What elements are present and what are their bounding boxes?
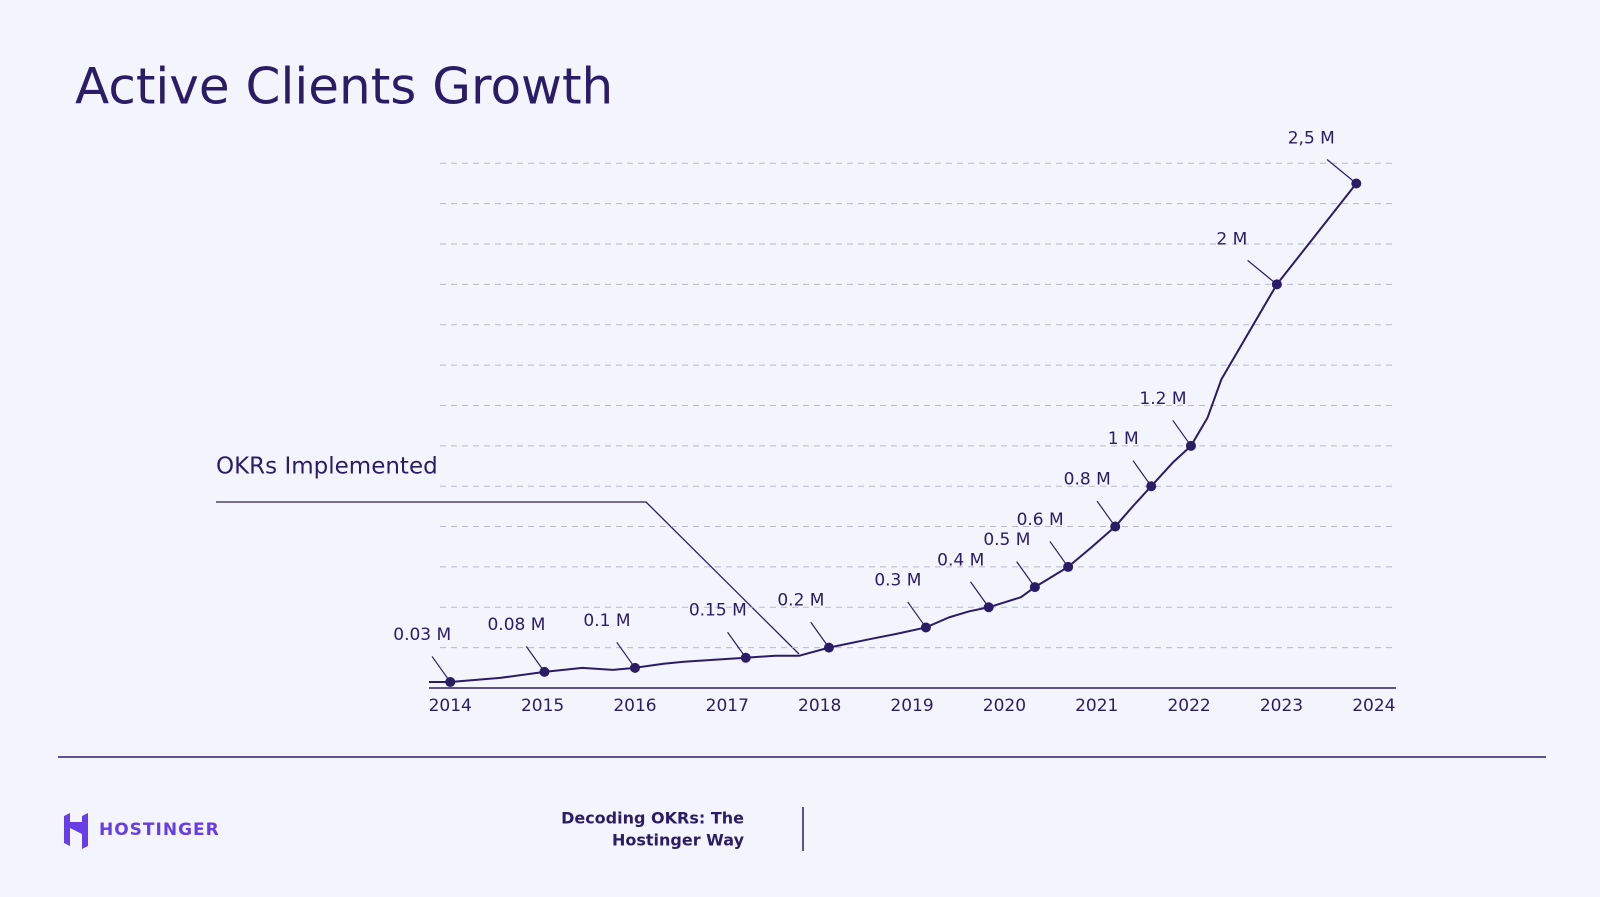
caption-line: Hostinger Way <box>612 831 745 850</box>
chart-title: Active Clients Growth <box>75 58 613 116</box>
value-label: 0.5 M <box>983 530 1030 550</box>
x-tick-label: 2018 <box>798 696 841 716</box>
leader-line <box>1096 500 1116 527</box>
x-tick-label: 2019 <box>890 696 933 716</box>
value-label: 0.6 M <box>1017 510 1064 530</box>
value-label: 0.4 M <box>937 550 984 570</box>
x-tick-label: 2020 <box>983 696 1026 716</box>
x-tick-label: 2017 <box>706 696 749 716</box>
leader-line <box>1247 259 1278 285</box>
leader-line <box>1016 561 1036 588</box>
annotation: OKRs Implemented <box>216 454 438 480</box>
brand: HOSTINGER <box>99 820 220 840</box>
x-tick-label: 2015 <box>521 696 564 716</box>
leader-line <box>810 621 830 648</box>
value-label: 1.2 M <box>1139 389 1186 409</box>
leader-line <box>970 581 990 608</box>
value-label: 0.1 M <box>583 611 630 631</box>
x-tick-label: 2024 <box>1352 696 1395 716</box>
logo <box>64 813 88 849</box>
value-label: 2,5 M <box>1288 128 1335 148</box>
leader-line <box>525 646 545 673</box>
x-tick-label: 2022 <box>1167 696 1210 716</box>
data-point <box>1271 279 1282 290</box>
leader-line <box>907 601 927 628</box>
annotation-line <box>216 501 800 655</box>
value-label: 0.08 M <box>487 615 545 635</box>
leader-line <box>727 631 747 659</box>
value-label: 1 M <box>1108 429 1139 449</box>
data-point <box>983 602 994 613</box>
x-tick-label: 2016 <box>613 696 656 716</box>
data-point <box>1185 440 1196 451</box>
data-point <box>445 676 456 687</box>
data-point <box>629 662 640 673</box>
leader-line <box>1132 460 1152 487</box>
x-tick-label: 2021 <box>1075 696 1118 716</box>
value-label: 0.15 M <box>689 601 747 621</box>
data-point <box>1110 521 1121 532</box>
value-label: 0.3 M <box>874 570 921 590</box>
data-point <box>1063 561 1074 572</box>
leader-line <box>1326 159 1357 184</box>
data-point <box>1351 178 1362 189</box>
data-point <box>1029 582 1040 593</box>
data-point <box>823 642 834 653</box>
value-label: 0.03 M <box>393 625 451 645</box>
x-tick-label: 2023 <box>1260 696 1303 716</box>
leader-line <box>616 641 636 669</box>
value-label: 0.8 M <box>1064 470 1111 490</box>
data-point <box>1146 481 1157 492</box>
data-point <box>920 622 931 633</box>
value-label: 0.2 M <box>777 591 824 611</box>
data-point <box>539 666 550 677</box>
leader-line <box>1172 419 1192 447</box>
leader-line <box>1049 541 1069 568</box>
leader-line <box>431 656 451 683</box>
data-point <box>740 652 751 663</box>
x-tick-label: 2014 <box>429 696 472 716</box>
caption-line: Decoding OKRs: The <box>561 809 744 828</box>
value-label: 2 M <box>1216 229 1247 249</box>
